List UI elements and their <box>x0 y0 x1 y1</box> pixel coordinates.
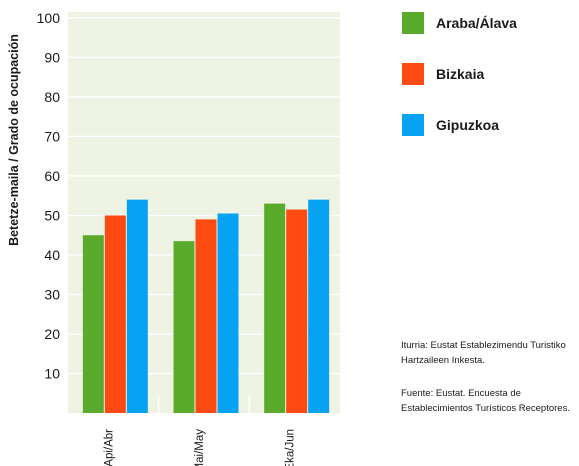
y-tick-label: 60 <box>44 168 60 184</box>
y-tick-label: 80 <box>44 89 60 105</box>
x-axis-ticks: Api/Abr Mai/May Eka/Jun <box>103 429 296 466</box>
legend-swatch-bizkaia <box>402 63 424 85</box>
bar-gipuzkoa-2 <box>308 199 330 413</box>
y-tick-label: 100 <box>37 10 61 26</box>
bar-gipuzkoa-0 <box>126 199 148 413</box>
bar-araba-lava-0 <box>82 235 104 413</box>
legend-swatch-araba <box>402 12 424 34</box>
y-tick-label: 90 <box>44 49 60 65</box>
y-tick-label: 30 <box>44 286 60 302</box>
bar-araba-lava-2 <box>264 203 286 413</box>
bar-bizkaia-0 <box>104 215 126 413</box>
source-note-basque: Iturria: Eustat Establezimendu Turistiko… <box>401 340 566 366</box>
y-tick-label: 50 <box>44 207 60 223</box>
y-tick-label: 40 <box>44 247 60 263</box>
legend-label-gipuzkoa: Gipuzkoa <box>436 117 500 133</box>
source-note-spanish: Fuente: Eustat. Encuesta de Establecimie… <box>401 388 570 414</box>
bar-araba-lava-1 <box>173 241 195 413</box>
y-tick-label: 20 <box>44 326 60 342</box>
legend-label-bizkaia: Bizkaia <box>436 66 485 82</box>
y-tick-label: 70 <box>44 128 60 144</box>
y-axis-ticks: 10 20 30 40 50 60 70 80 90 100 <box>37 10 61 382</box>
x-tick-label: Mai/May <box>194 429 206 466</box>
legend-label-araba: Araba/Álava <box>436 15 517 31</box>
bar-bizkaia-2 <box>286 209 308 413</box>
x-tick-label: Eka/Jun <box>285 429 297 466</box>
bar-bizkaia-1 <box>195 219 217 413</box>
bars <box>82 199 330 413</box>
x-tick-label: Api/Abr <box>103 429 115 466</box>
bar-gipuzkoa-1 <box>217 213 239 413</box>
legend-swatch-gipuzkoa <box>402 114 424 136</box>
y-axis-label: Betetze-maila / Grado de ocupación <box>7 34 21 246</box>
y-tick-label: 10 <box>44 365 60 381</box>
